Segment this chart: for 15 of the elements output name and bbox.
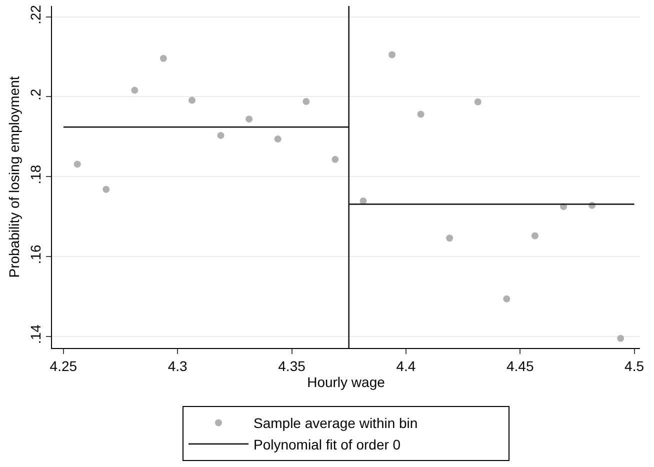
x-tick-label: 4.4 (396, 358, 416, 374)
x-axis-title: Hourly wage (307, 374, 386, 390)
x-tick-label: 4.3 (168, 358, 188, 374)
y-tick-label: .14 (27, 324, 44, 344)
x-tick-label: 4.5 (624, 358, 644, 374)
x-tick-label: 4.25 (50, 358, 78, 374)
legend-label: Polynomial fit of order 0 (254, 436, 401, 452)
y-tick-label: .16 (27, 244, 44, 264)
y-tick-label: .18 (27, 164, 44, 184)
y-tick-label: .2 (27, 88, 44, 100)
y-axis-title: Probability of losing employment (6, 76, 22, 278)
x-tick-label: 4.45 (506, 358, 534, 374)
y-tick-label: .22 (27, 4, 44, 24)
x-tick-label: 4.35 (278, 358, 306, 374)
legend-label: Sample average within bin (254, 415, 418, 432)
